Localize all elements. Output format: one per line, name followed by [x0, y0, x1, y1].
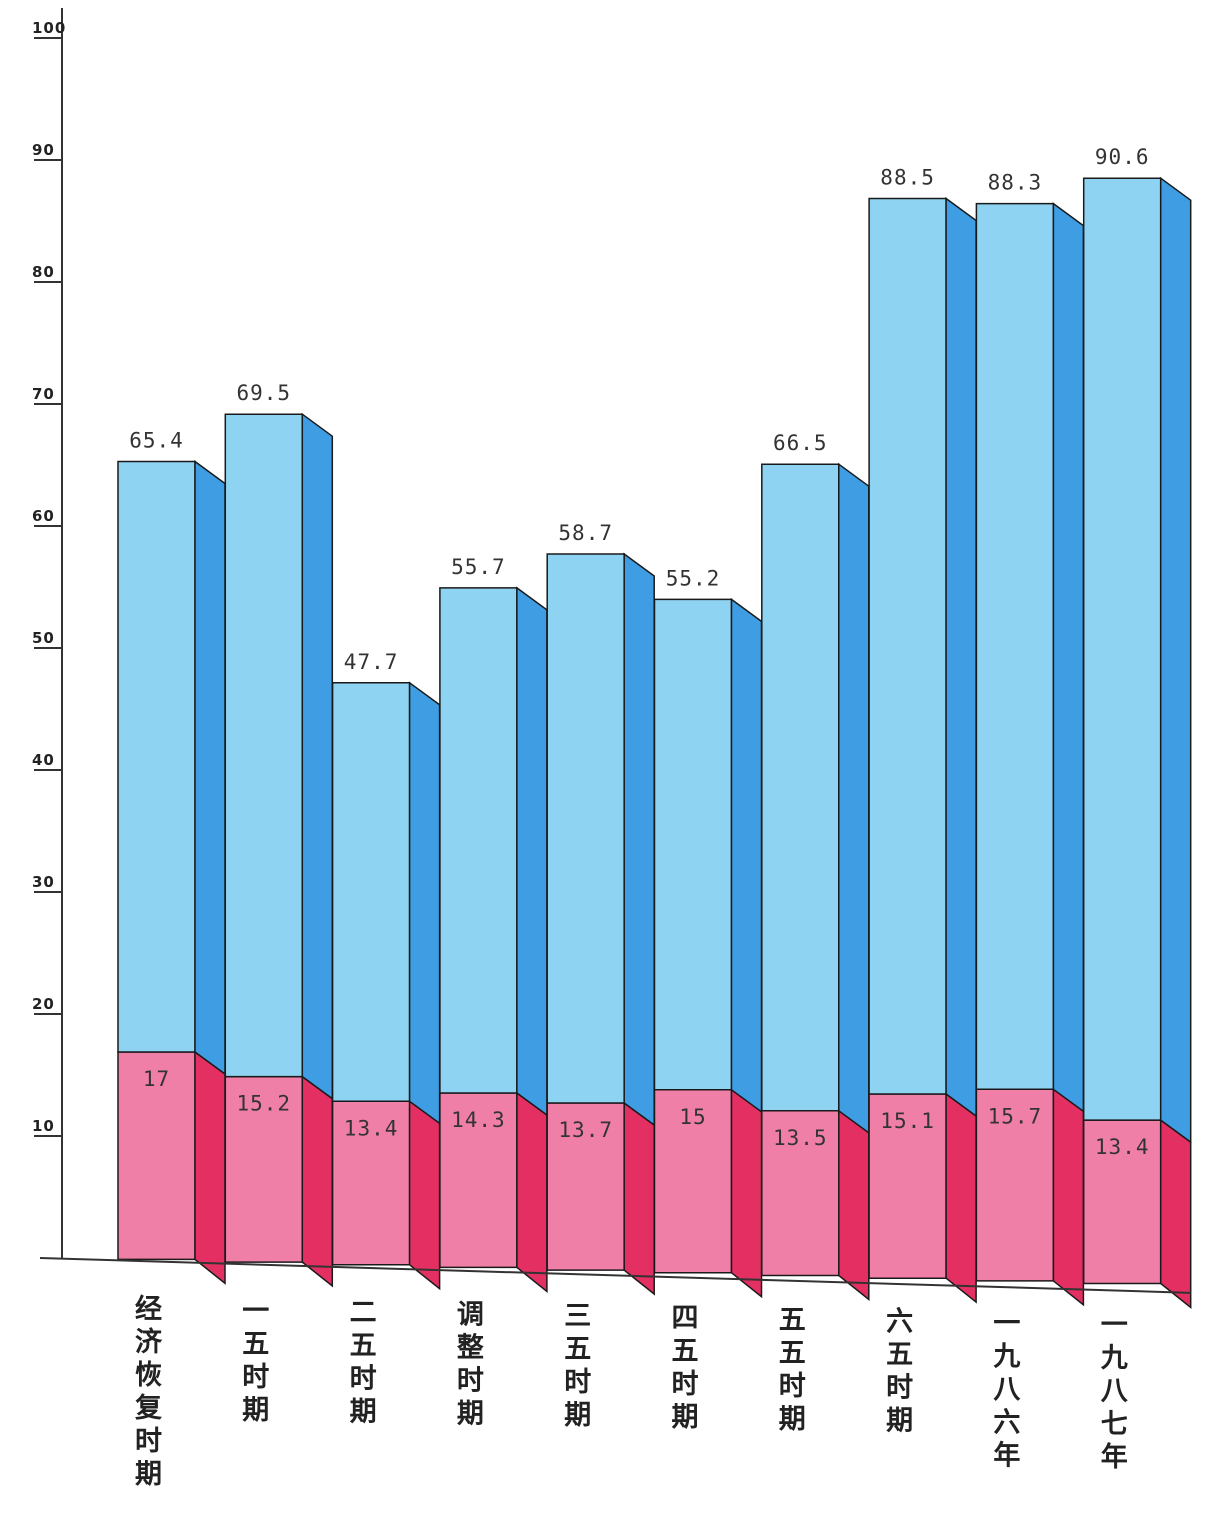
bar-group	[331, 681, 441, 1291]
bar-total-label: 88.5	[880, 165, 935, 189]
bar-upper-side	[1052, 202, 1085, 1113]
bar-upper-front	[224, 413, 304, 1078]
bar-segment-label: 13.7	[558, 1118, 613, 1142]
category-label: 二五时期	[350, 1298, 377, 1428]
bar-lower-side	[194, 1050, 226, 1285]
bar-upper-side	[301, 412, 334, 1101]
bar-upper-side	[838, 462, 870, 1135]
bar-upper-side	[408, 681, 441, 1125]
bar-total-label: 55.7	[451, 555, 506, 579]
category-label: 三五时期	[564, 1301, 591, 1431]
bar-total-label: 65.4	[129, 429, 184, 453]
bar-segment-label: 15.1	[880, 1109, 935, 1133]
bar-segment-label: 15	[679, 1105, 706, 1129]
bar-total-label: 66.5	[773, 431, 828, 455]
bar-segment-label: 15.7	[988, 1104, 1043, 1128]
bar-lower-side	[945, 1092, 977, 1304]
bar-lower-side	[408, 1099, 441, 1291]
bar-lower-side	[838, 1109, 870, 1301]
bar-upper-front	[653, 598, 733, 1091]
bar-upper-side	[945, 197, 977, 1118]
bar-total-label: 47.7	[344, 650, 399, 674]
bar-lower-side	[1159, 1118, 1192, 1310]
bar-group	[975, 202, 1085, 1307]
bar-segment-label: 17	[143, 1067, 170, 1091]
bar-upper-front	[868, 197, 947, 1095]
y-tick-label: 50	[32, 629, 55, 647]
bar-upper-side	[623, 552, 655, 1127]
bar-total-label: 58.7	[558, 521, 613, 545]
bar-group	[439, 586, 548, 1293]
bar-group	[117, 460, 226, 1285]
bar-upper-front	[761, 463, 840, 1112]
y-tick-label: 100	[32, 19, 66, 37]
bar-upper-front	[1082, 177, 1162, 1121]
y-tick-label: 80	[32, 263, 55, 281]
bar-upper-side	[1159, 176, 1192, 1144]
category-label: 四五时期	[672, 1303, 699, 1433]
bar-upper-side	[516, 586, 548, 1117]
bar-group	[868, 197, 977, 1304]
category-label: 经济恢复时期	[135, 1293, 163, 1490]
y-tick-label: 70	[32, 385, 55, 403]
bar-lower-side	[730, 1088, 763, 1299]
bar-segment-label: 13.5	[773, 1126, 828, 1150]
bar-segment-label: 14.3	[451, 1108, 506, 1132]
bar-upper-front	[975, 202, 1055, 1091]
bar-group	[653, 597, 763, 1299]
bar-upper-side	[194, 460, 226, 1076]
bar-group	[546, 552, 655, 1296]
bar-upper-side	[730, 597, 763, 1114]
bar-upper-front	[117, 460, 196, 1053]
y-tick-label: 10	[32, 1117, 55, 1135]
y-tick-label: 40	[32, 751, 55, 769]
bar-lower-side	[623, 1101, 655, 1296]
y-tick-label: 20	[32, 995, 55, 1013]
bar-group	[761, 462, 870, 1301]
bar-segment-label: 15.2	[237, 1092, 292, 1116]
bar-total-label: 90.6	[1095, 145, 1150, 169]
bar-group	[1082, 176, 1192, 1310]
category-label: 一五时期	[242, 1296, 269, 1426]
x-axis-line	[39, 1257, 1191, 1294]
bar-segment-label: 13.4	[1095, 1135, 1150, 1159]
category-label: 六五时期	[886, 1307, 913, 1437]
bar-lower-side	[301, 1075, 334, 1288]
bar-upper-front	[546, 553, 625, 1104]
category-label: 一九八七年	[1101, 1310, 1129, 1473]
y-tick-label: 30	[32, 873, 55, 891]
bar-lower-side	[1052, 1087, 1085, 1307]
category-label: 五五时期	[779, 1305, 806, 1435]
bar-group	[224, 412, 334, 1288]
category-label: 一九八六年	[993, 1308, 1021, 1471]
y-tick-label: 90	[32, 141, 55, 159]
bar-total-label: 69.5	[237, 381, 292, 405]
bar-upper-front	[439, 587, 518, 1094]
category-label: 调整时期	[457, 1299, 484, 1429]
bar-upper-front	[331, 682, 411, 1103]
bar-segment-label: 13.4	[344, 1116, 399, 1140]
bar-lower-side	[516, 1091, 548, 1293]
y-tick-label: 60	[32, 507, 55, 525]
bar-total-label: 88.3	[988, 171, 1043, 195]
bar-total-label: 55.2	[666, 566, 721, 590]
